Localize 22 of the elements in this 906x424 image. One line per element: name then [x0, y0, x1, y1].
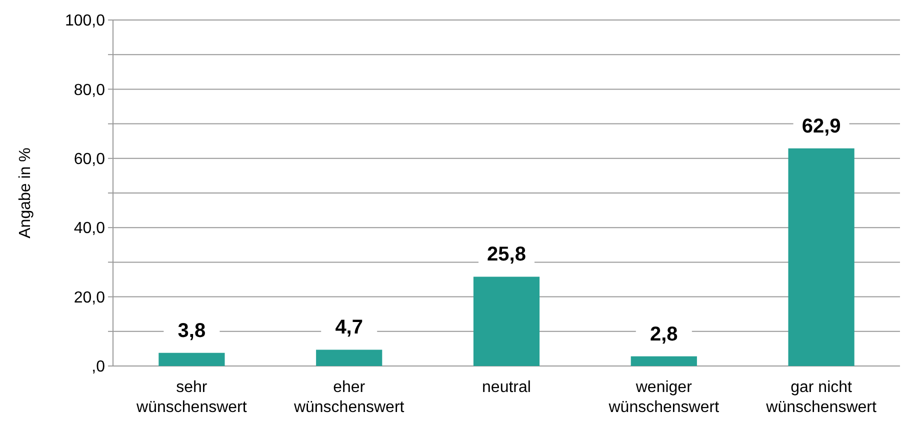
data-label: 62,9	[802, 115, 841, 138]
bar	[158, 352, 225, 366]
x-tick-label: eher wünschenswert	[292, 379, 405, 416]
x-tick-label: neutral	[482, 379, 531, 396]
bar	[630, 356, 697, 366]
x-tick-label: sehr wünschenswert	[136, 379, 248, 416]
y-tick-label: 60,0	[74, 151, 106, 168]
x-tick-label: weniger wünschenswert	[608, 379, 720, 416]
bar	[316, 350, 382, 366]
y-tick-label: 40,0	[74, 220, 106, 238]
y-tick-label: ,0	[92, 358, 106, 376]
data-label: 25,8	[487, 244, 526, 266]
data-label: 3,8	[178, 320, 206, 342]
y-tick-label: 20,0	[74, 289, 106, 306]
y-tick-label: 80,0	[74, 82, 106, 99]
data-label: 2,8	[650, 323, 678, 346]
y-tick-label: 100,0	[64, 12, 106, 30]
y-axis-title: Angabe in %	[17, 148, 34, 238]
bar	[473, 276, 540, 366]
x-tick-label: gar nicht wünschenswert	[765, 379, 877, 416]
bar	[788, 148, 854, 366]
data-label: 4,7	[335, 316, 364, 339]
